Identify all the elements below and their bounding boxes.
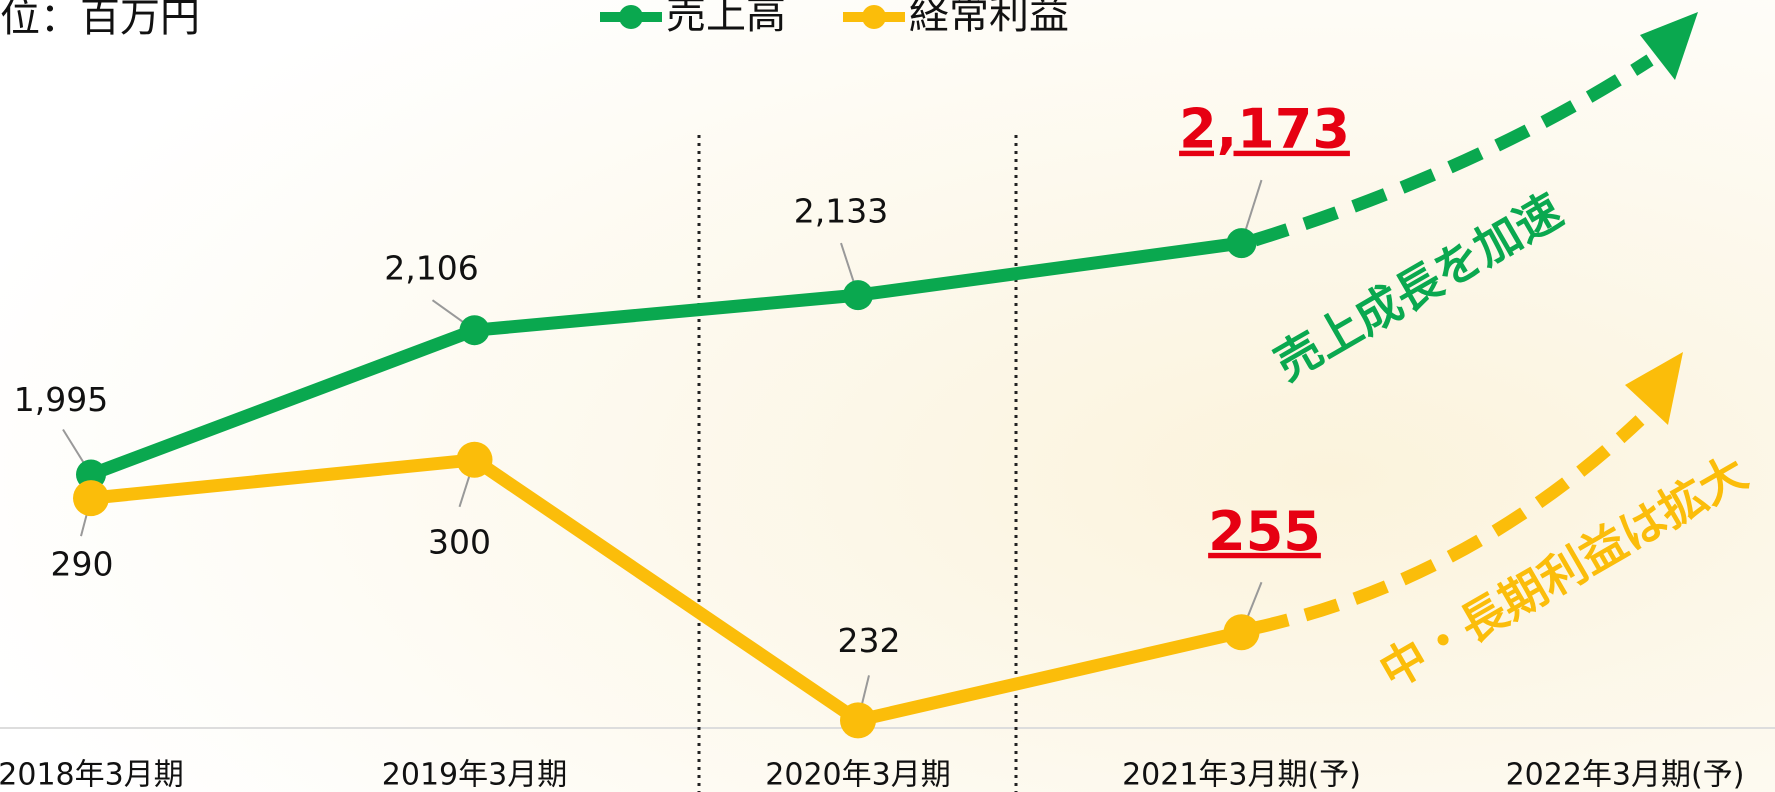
series-line [90, 453, 1243, 727]
data-point [843, 280, 873, 311]
x-tick-label: 2022年3月期(予) [1506, 758, 1745, 792]
arrowhead [1625, 352, 1683, 425]
series-line [88, 236, 1243, 481]
x-tick-label: 2020年3月期 [765, 758, 950, 792]
arrowhead [1640, 12, 1698, 80]
data-label: 232 [838, 621, 901, 660]
data-label: 290 [51, 545, 114, 584]
data-label: 300 [428, 522, 491, 561]
legend-label: 経常利益 [909, 0, 1069, 38]
x-tick-label: 2018年3月期 [0, 758, 184, 792]
data-point [73, 480, 109, 517]
x-tick-label: 2021年3月期(予) [1122, 758, 1361, 792]
data-point [840, 702, 876, 739]
data-label: 2,106 [384, 249, 478, 288]
data-label: 2,133 [794, 192, 888, 231]
unit-label: 位：百万円 [0, 0, 200, 41]
legend-swatch [862, 5, 886, 29]
data-point [1223, 614, 1260, 651]
legend-swatch [619, 5, 643, 29]
plot [62, 5, 1263, 739]
data-point [1226, 228, 1257, 259]
trend-arrow [1253, 415, 1645, 635]
data-point [459, 315, 490, 346]
data-label: 2,173 [1179, 98, 1350, 161]
legend-label: 売上高 [666, 0, 786, 38]
data-label: 1,995 [14, 380, 108, 419]
x-tick-label: 2019年3月期 [382, 758, 567, 792]
data-point [456, 441, 493, 478]
data-label: 255 [1208, 500, 1321, 563]
trend-arrow [1253, 54, 1654, 247]
